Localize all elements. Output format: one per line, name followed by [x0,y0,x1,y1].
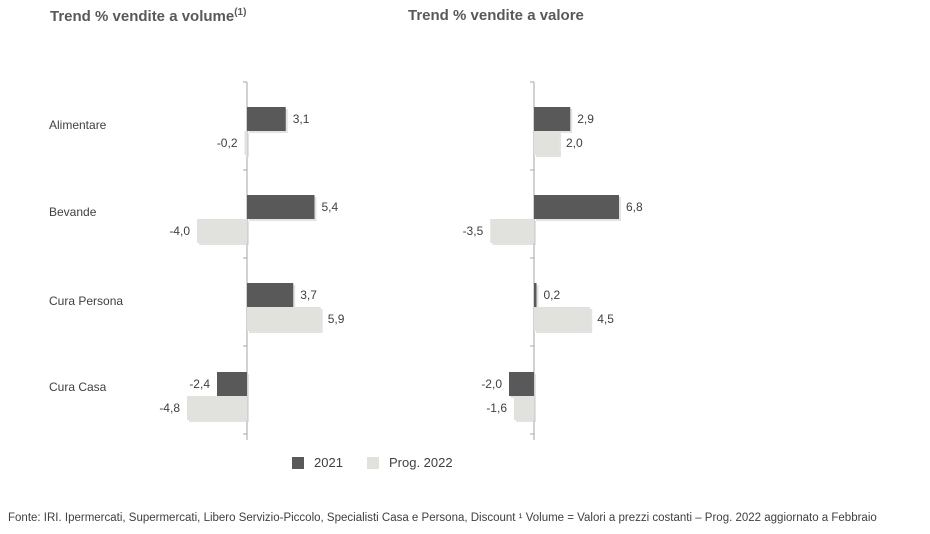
data-label-volume-2021-1: 5,4 [322,200,339,214]
bar-value-prog2022-0 [534,131,559,155]
data-label-value-2021-3: -2,0 [481,377,502,391]
legend-swatch-2022 [367,456,379,469]
bar-shadow-value-0-2 [536,285,539,309]
bar-value-prog2022-1 [490,219,534,243]
data-label-value-2021-2: 0,2 [544,288,561,302]
bar-value-2021-2 [534,283,537,307]
title-superscript: (1) [234,7,247,18]
data-label-value-2021-0: 2,9 [577,112,594,126]
chart-title-volume: Trend % vendite a volume(1) [50,7,247,25]
bar-volume-prog2022-3 [187,396,247,420]
bar-value-2021-1 [534,195,619,219]
data-label-volume-2021-2: 3,7 [300,288,317,302]
data-label-volume-prog2022-3: -4,8 [159,401,180,415]
category-label-cura-persona: Cura Persona [49,294,124,308]
bar-value-2021-0 [534,107,571,131]
category-label-alimentare: Alimentare [49,118,107,132]
bar-volume-2021-0 [247,107,286,131]
chart-title-value: Trend % vendite a valore [408,7,584,24]
bar-value-prog2022-2 [534,307,591,331]
category-label-bevande: Bevande [49,205,97,219]
legend-item-2021: 2021 [292,455,343,470]
data-label-volume-prog2022-1: -4,0 [169,224,190,238]
bar-volume-2021-1 [247,195,315,219]
bar-value-2021-3 [509,372,534,396]
data-label-volume-2021-0: 3,1 [293,112,310,126]
category-label-cura-casa: Cura Casa [49,380,107,394]
bar-volume-prog2022-2 [247,307,321,331]
bar-value-prog2022-3 [514,396,534,420]
bar-volume-prog2022-1 [197,219,247,243]
bar-volume-2021-3 [217,372,247,396]
data-label-value-prog2022-2: 4,5 [597,312,614,326]
data-label-volume-prog2022-0: -0,2 [217,136,238,150]
legend-label-2021: 2021 [314,455,343,470]
data-label-value-2021-1: 6,8 [626,200,643,214]
legend-item-2022: Prog. 2022 [367,455,453,470]
legend-swatch-2021 [292,456,304,469]
source-footnote: Fonte: IRI. Ipermercati, Supermercati, L… [8,512,877,524]
data-label-value-prog2022-3: -1,6 [486,401,507,415]
data-label-volume-prog2022-2: 5,9 [328,312,345,326]
data-label-value-prog2022-0: 2,0 [566,136,583,150]
bar-volume-2021-2 [247,283,294,307]
data-label-value-prog2022-1: -3,5 [463,224,484,238]
legend-label-2022: Prog. 2022 [389,455,453,470]
bar-volume-prog2022-0 [244,131,247,155]
data-label-volume-2021-3: -2,4 [189,377,210,391]
bar-shadow-volume-1-0 [246,133,249,157]
